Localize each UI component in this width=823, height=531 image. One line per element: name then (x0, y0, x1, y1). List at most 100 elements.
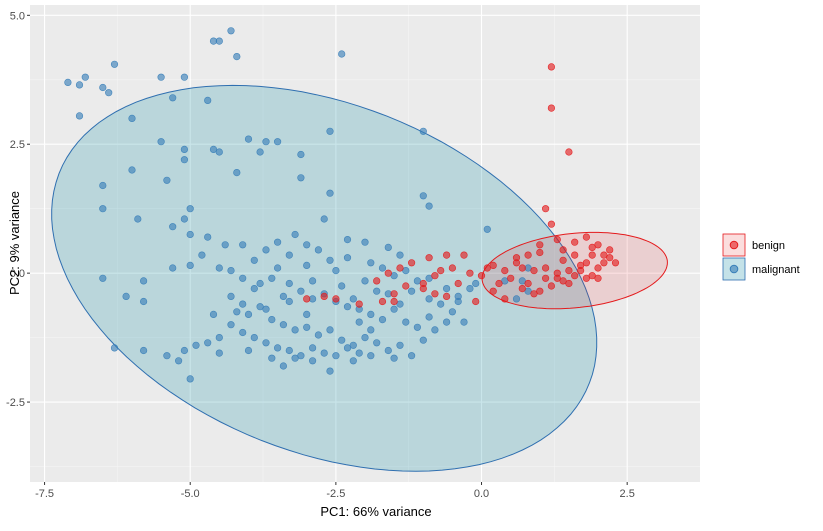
point-malignant (332, 267, 340, 275)
point-malignant (361, 238, 369, 246)
point-malignant (239, 328, 247, 337)
point-malignant (460, 318, 468, 326)
ellipse-malignant (51, 84, 598, 472)
point-benign (565, 279, 573, 288)
y-axis-title: PC2: 9% variance (7, 191, 22, 295)
point-malignant (524, 287, 532, 295)
point-benign (594, 241, 602, 249)
point-malignant (338, 336, 346, 344)
point-malignant (443, 318, 451, 326)
point-malignant (274, 238, 282, 246)
point-malignant (291, 354, 299, 362)
x-tick-label: -5.0 (181, 488, 200, 500)
point-benign (390, 297, 398, 306)
point-malignant (326, 326, 334, 334)
point-malignant (99, 83, 107, 92)
point-malignant (367, 352, 375, 360)
point-malignant (349, 357, 357, 365)
point-benign (600, 259, 608, 267)
point-malignant (338, 50, 346, 58)
point-benign (501, 267, 509, 275)
point-benign (437, 267, 445, 275)
point-malignant (227, 321, 235, 329)
y-axis-ticks: -2.5 0.0 2.5 5.0 (6, 10, 30, 409)
y-tick-label: 0.0 (10, 268, 25, 280)
point-malignant (233, 308, 241, 316)
x-axis-ticks: -7.5 -5.0 -2.5 0.0 2.5 (35, 482, 635, 500)
point-malignant (75, 81, 84, 89)
point-malignant (198, 251, 206, 259)
point-malignant (454, 297, 462, 306)
point-benign (396, 264, 404, 272)
point-malignant (396, 341, 404, 349)
point-malignant (262, 339, 270, 347)
point-malignant (303, 241, 311, 249)
point-malignant (209, 145, 218, 153)
point-malignant (262, 246, 270, 254)
point-malignant (349, 295, 357, 303)
point-benign (501, 295, 509, 303)
point-malignant (408, 287, 416, 295)
point-malignant (140, 346, 148, 355)
point-malignant (279, 362, 288, 370)
point-malignant (367, 310, 375, 319)
point-malignant (303, 261, 311, 270)
point-malignant (239, 300, 247, 308)
point-benign (541, 205, 550, 213)
point-benign (576, 267, 585, 275)
point-benign (443, 292, 451, 301)
point-malignant (483, 225, 491, 233)
point-malignant (320, 215, 328, 223)
point-benign (600, 251, 608, 259)
point-malignant (309, 357, 317, 365)
point-malignant (396, 300, 404, 308)
point-malignant (134, 215, 142, 223)
point-malignant (326, 256, 334, 264)
point-malignant (186, 205, 194, 213)
point-benign (541, 264, 550, 272)
point-benign (384, 269, 392, 277)
point-malignant (390, 305, 398, 313)
point-malignant (425, 274, 433, 282)
y-tick-label: -2.5 (6, 397, 25, 409)
point-malignant (274, 344, 282, 352)
point-benign (571, 251, 579, 259)
point-malignant (501, 277, 509, 285)
point-benign (571, 238, 579, 246)
point-benign (553, 274, 561, 282)
point-malignant (209, 310, 218, 319)
point-malignant (215, 264, 223, 272)
point-malignant (244, 135, 253, 143)
point-benign (443, 251, 451, 259)
point-malignant (343, 344, 352, 352)
point-malignant (227, 27, 235, 35)
point-benign (547, 220, 556, 228)
point-malignant (186, 261, 194, 270)
point-benign (559, 277, 567, 285)
point-malignant (512, 295, 521, 303)
point-malignant (303, 310, 311, 319)
point-benign (582, 259, 591, 267)
point-benign (518, 264, 526, 272)
point-malignant (297, 287, 305, 295)
point-malignant (343, 236, 352, 244)
point-malignant (215, 148, 223, 156)
point-benign (559, 246, 567, 254)
point-benign (448, 264, 457, 272)
point-benign (408, 259, 416, 267)
point-malignant (233, 169, 241, 177)
point-malignant (297, 174, 305, 182)
point-malignant (361, 277, 369, 285)
legend-label-benign: benign (752, 240, 785, 252)
point-malignant (250, 334, 258, 342)
y-tick-label: 2.5 (10, 139, 25, 151)
point-malignant (163, 176, 171, 184)
point-malignant (99, 181, 107, 190)
point-malignant (373, 287, 381, 295)
legend-marker-malignant (729, 264, 739, 274)
point-malignant (384, 243, 392, 251)
point-malignant (215, 334, 223, 342)
point-malignant (169, 94, 177, 102)
x-tick-label: -2.5 (326, 488, 345, 500)
